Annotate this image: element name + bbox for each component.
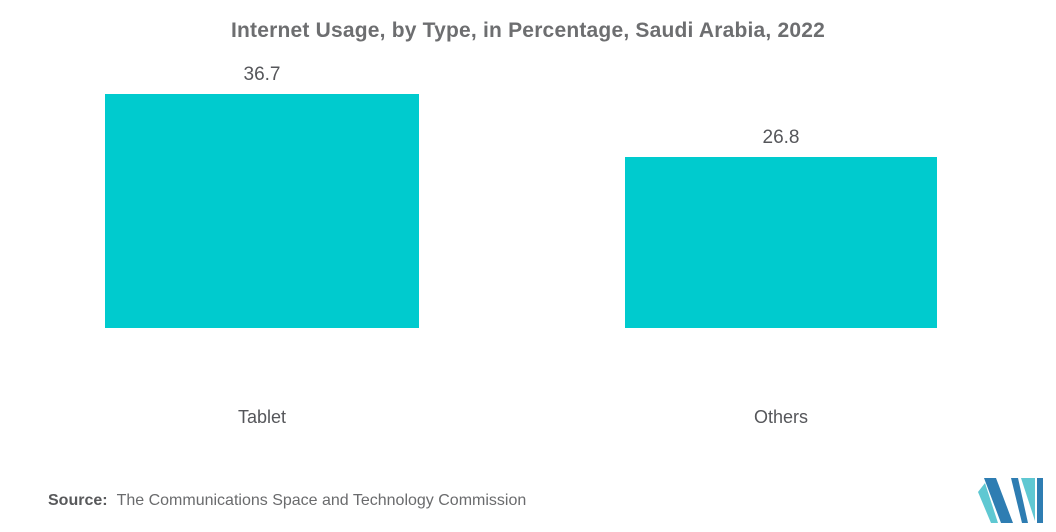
logo-left-teal-band [978,483,998,523]
source-text: The Communications Space and Technology … [116,492,527,509]
bar-group-others: 26.8 [625,128,937,328]
bar-chart-plot-area: 36.7 26.8 Tablet Others [105,65,937,427]
category-label-others: Others [753,407,809,427]
bar-value-label-others: 26.8 [762,127,800,148]
bar-value-label-tablet: 36.7 [243,64,281,85]
logo-second-diagonal [1011,478,1028,523]
category-label-tablet: Tablet [237,407,287,427]
mordor-intelligence-logo [978,478,1043,523]
bar-others [625,157,937,328]
chart-title: Internet Usage, by Type, in Percentage, … [231,19,825,42]
logo-right-teal-triangle [1021,478,1035,521]
bar-group-tablet: 36.7 [105,65,419,328]
source-label: Source: [48,492,108,509]
source-line: Source: The Communications Space and Tech… [48,491,526,512]
logo-wide-diagonal [984,478,1013,523]
bar-tablet [105,94,419,328]
logo-m-mark [978,478,1043,523]
logo-vertical-bar [1037,478,1043,523]
